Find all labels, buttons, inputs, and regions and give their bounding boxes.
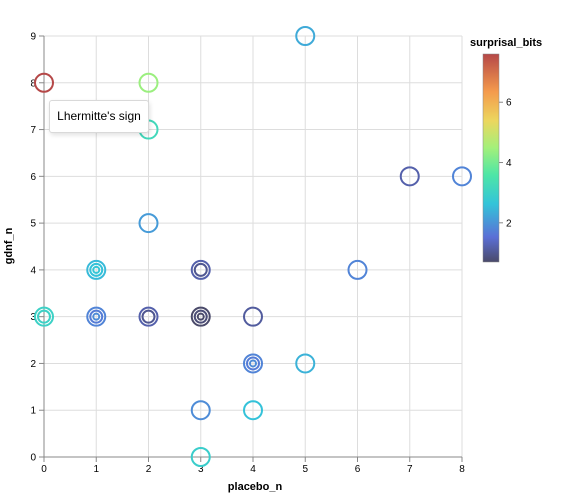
data-point[interactable] (243, 353, 263, 374)
data-point[interactable] (190, 447, 211, 467)
y-tick-label: 0 (30, 453, 36, 464)
data-point[interactable] (243, 400, 263, 421)
legend-tick-label: 4 (506, 158, 512, 169)
data-points (34, 26, 472, 467)
y-tick-label: 5 (30, 219, 36, 230)
x-tick-label: 4 (250, 464, 256, 475)
y-tick-label: 1 (30, 406, 36, 417)
x-tick-label: 5 (302, 464, 308, 475)
data-point[interactable] (89, 309, 104, 324)
x-tick-label: 2 (146, 464, 152, 475)
data-point[interactable] (138, 213, 159, 234)
data-point[interactable] (89, 262, 104, 277)
data-point[interactable] (86, 259, 107, 280)
data-point[interactable] (37, 309, 51, 324)
data-point[interactable] (138, 72, 159, 93)
data-point[interactable] (295, 26, 316, 46)
data-point[interactable] (399, 166, 420, 187)
y-tick-label: 3 (30, 312, 36, 323)
data-point[interactable] (92, 312, 101, 321)
color-legend: surprisal_bits 2 4 6 (470, 37, 542, 263)
y-tick-label: 6 (30, 172, 36, 183)
y-tick-label: 4 (30, 265, 36, 276)
data-point[interactable] (34, 306, 54, 327)
data-point[interactable] (246, 356, 260, 371)
data-point[interactable] (34, 72, 54, 93)
x-tick-label: 1 (93, 464, 99, 475)
y-tick-label: 7 (30, 125, 36, 136)
x-tick-label: 3 (198, 464, 204, 475)
data-point[interactable] (92, 265, 101, 274)
data-point[interactable] (452, 166, 472, 187)
data-point[interactable] (243, 306, 263, 327)
data-point[interactable] (249, 359, 257, 368)
data-point[interactable] (193, 309, 208, 324)
data-point[interactable] (86, 306, 107, 327)
x-tick-label: 8 (459, 464, 465, 475)
data-point[interactable] (190, 400, 211, 421)
grid (43, 35, 463, 458)
y-tick-label: 9 (30, 32, 36, 43)
data-point[interactable] (190, 259, 211, 280)
legend-tick-label: 6 (506, 98, 512, 109)
data-point[interactable] (295, 353, 316, 374)
data-point[interactable] (347, 259, 368, 280)
x-tick-label: 6 (355, 464, 361, 475)
x-axis-title: placebo_n (228, 481, 283, 493)
data-point[interactable] (190, 306, 211, 327)
data-point[interactable] (141, 309, 156, 324)
data-point[interactable] (193, 262, 208, 277)
y-tick-label: 2 (30, 359, 36, 370)
tooltip: Lhermitte's sign (49, 100, 149, 133)
x-tick-label: 7 (407, 464, 413, 475)
y-axis-title: gdnf_n (3, 227, 15, 264)
legend-tick-label: 2 (506, 218, 512, 229)
data-point[interactable] (196, 312, 205, 321)
x-tick-label: 0 (41, 464, 47, 475)
legend-gradient-bar (482, 53, 500, 263)
y-tick-label: 8 (30, 78, 36, 89)
data-point[interactable] (138, 306, 159, 327)
axes: placebo_n gdnf_n 0 1 2 3 4 5 6 7 8 0 1 2 3 4 5 6 7 8 9 (3, 32, 465, 494)
legend-title: surprisal_bits (470, 37, 542, 49)
